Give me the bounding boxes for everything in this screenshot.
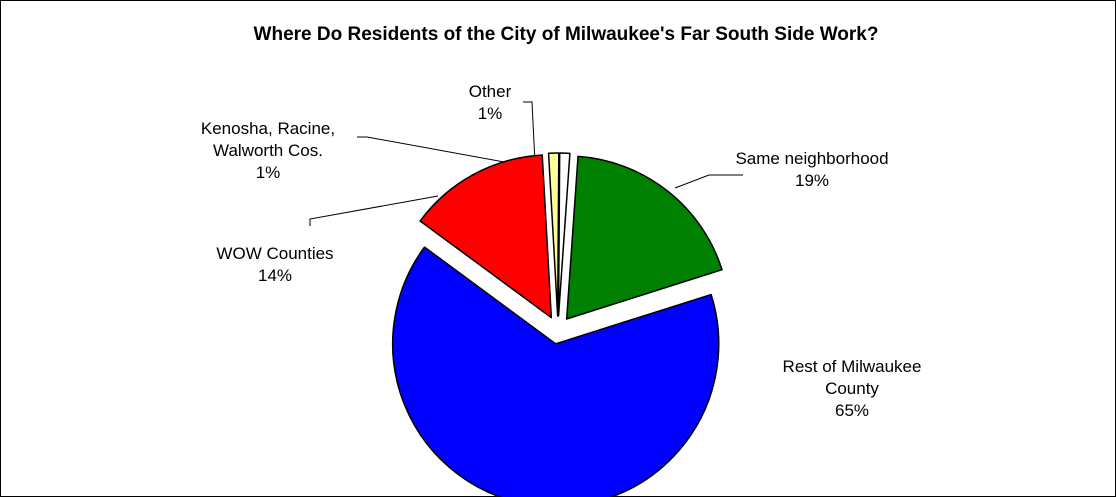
slice-label-other: Other 1% xyxy=(469,82,512,123)
pie-slice-same xyxy=(565,155,723,320)
leader-lines xyxy=(309,101,743,226)
leader-line-same xyxy=(674,174,743,189)
leader-line-other xyxy=(523,101,536,164)
pie-slice-krw xyxy=(547,152,560,317)
leader-line-krw xyxy=(357,136,527,167)
slice-label-line: Rest of Milwaukee xyxy=(783,357,922,376)
slice-label-line: 1% xyxy=(478,104,503,123)
slice-label-line: County xyxy=(825,379,879,398)
slice-label-krw: Kenosha, Racine, Walworth Cos. 1% xyxy=(201,119,335,182)
slice-labels: Same neighborhood 19% Rest of Milwaukee Cou… xyxy=(201,82,922,420)
slice-label-line: Same neighborhood xyxy=(735,149,888,168)
pie-slice-other xyxy=(557,152,571,317)
slice-label-line: Kenosha, Racine, xyxy=(201,119,335,138)
slice-label-same: Same neighborhood 19% xyxy=(735,149,888,190)
slice-label-line: 19% xyxy=(795,171,829,190)
slice-label-line: WOW Counties xyxy=(216,244,333,263)
slice-label-line: 1% xyxy=(256,163,281,182)
pie-slice-rest xyxy=(391,246,720,497)
slice-label-rest: Rest of Milwaukee County 65% xyxy=(783,357,922,420)
pie-slices xyxy=(391,152,723,497)
slice-label-line: Walworth Cos. xyxy=(213,141,323,160)
pie-slice-wow xyxy=(419,154,553,319)
chart-title: Where Do Residents of the City of Milwau… xyxy=(254,24,879,45)
leader-line-wow xyxy=(309,195,439,226)
slice-label-line: Other xyxy=(469,82,512,101)
slice-label-line: 65% xyxy=(835,401,869,420)
slice-label-line: 14% xyxy=(258,266,292,285)
slice-label-wow: WOW Counties 14% xyxy=(216,244,333,285)
